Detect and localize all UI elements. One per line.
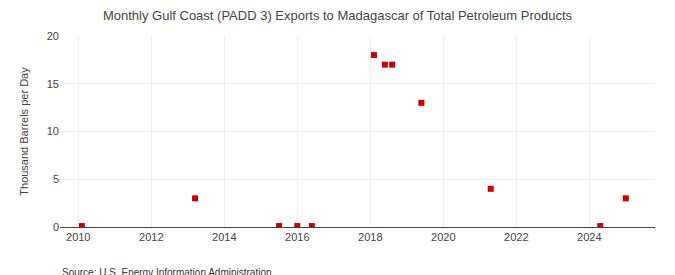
svg-text:2010: 2010 (66, 231, 90, 243)
svg-text:0: 0 (53, 221, 59, 233)
svg-text:2016: 2016 (285, 231, 309, 243)
svg-text:2020: 2020 (431, 231, 455, 243)
svg-text:2018: 2018 (358, 231, 382, 243)
svg-text:2012: 2012 (139, 231, 163, 243)
svg-text:15: 15 (47, 78, 59, 90)
svg-text:Monthly Gulf Coast (PADD 3) Ex: Monthly Gulf Coast (PADD 3) Exports to M… (103, 8, 573, 23)
svg-text:20: 20 (47, 30, 59, 42)
svg-text:2014: 2014 (212, 231, 236, 243)
svg-text:2024: 2024 (577, 231, 601, 243)
svg-text:2022: 2022 (504, 231, 528, 243)
svg-text:Thousand Barrels per Day: Thousand Barrels per Day (18, 67, 30, 196)
svg-text:5: 5 (53, 173, 59, 185)
svg-text:10: 10 (47, 125, 59, 137)
svg-text:Source: U.S. Energy Informatio: Source: U.S. Energy Information Administ… (62, 267, 272, 275)
